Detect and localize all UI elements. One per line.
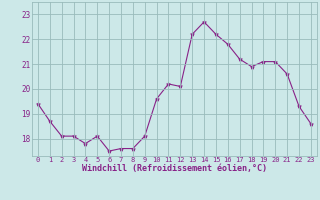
X-axis label: Windchill (Refroidissement éolien,°C): Windchill (Refroidissement éolien,°C) [82,164,267,173]
